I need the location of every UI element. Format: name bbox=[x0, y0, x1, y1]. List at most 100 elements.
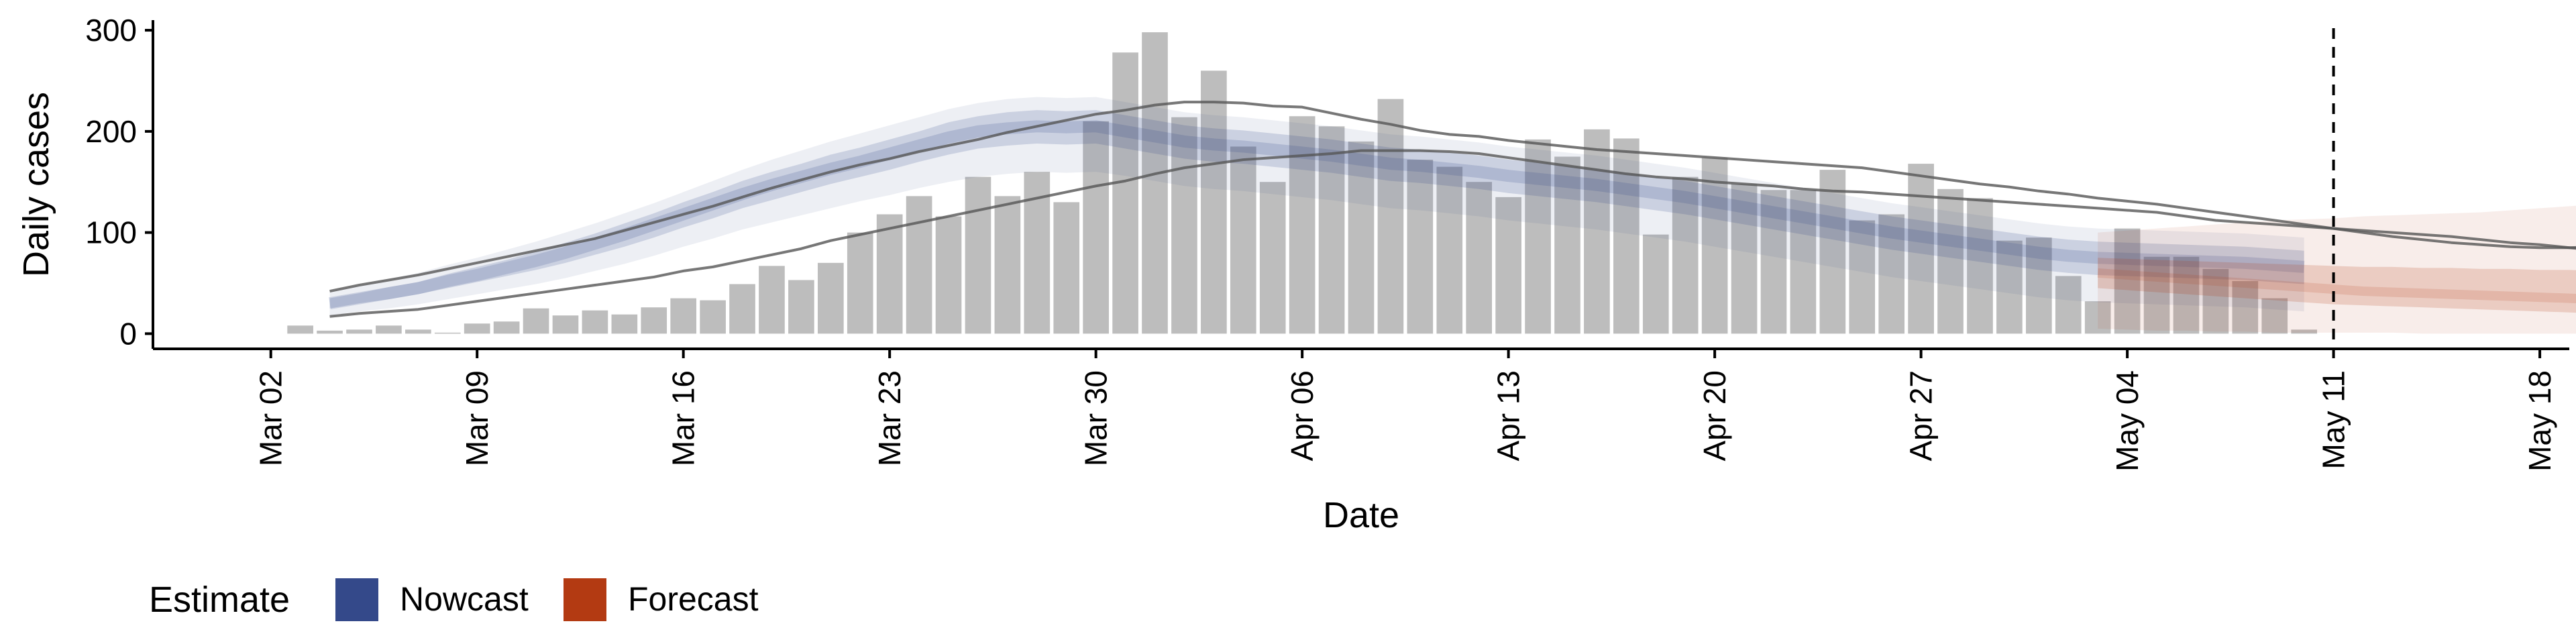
forecast-median-line bbox=[2097, 268, 2576, 303]
x-axis-title: Date bbox=[1323, 495, 1399, 535]
y-tick-label: 300 bbox=[85, 13, 137, 48]
bar-observed bbox=[434, 332, 461, 334]
bar-observed bbox=[582, 310, 608, 334]
legend-key-forecast bbox=[564, 578, 606, 621]
bar-observed bbox=[317, 330, 343, 334]
bar-observed bbox=[965, 176, 991, 334]
bar-observed bbox=[464, 323, 490, 334]
bar-observed bbox=[641, 307, 667, 334]
bar-observed bbox=[1407, 160, 1434, 334]
y-tick-label: 200 bbox=[85, 114, 137, 149]
bar-observed bbox=[876, 214, 903, 334]
bar-observed bbox=[1760, 190, 1787, 334]
bar-observed bbox=[1201, 70, 1227, 334]
x-axis: Mar 02 Mar 09 Mar 16 Mar 23 Mar 30 Apr 06 Apr … bbox=[153, 347, 2569, 472]
x-tick-label: May 18 bbox=[2522, 370, 2557, 472]
bar-observed bbox=[493, 321, 520, 334]
x-tick-label: Mar 23 bbox=[872, 370, 907, 466]
x-tick-label: Mar 02 bbox=[254, 370, 288, 466]
bar-observed bbox=[1318, 126, 1345, 334]
bar-observed bbox=[935, 216, 962, 334]
bar-observed bbox=[700, 300, 726, 334]
bar-observed bbox=[1996, 240, 2023, 334]
bar-observed bbox=[2202, 268, 2229, 334]
bar-observed bbox=[2261, 298, 2288, 334]
bar-observed bbox=[2025, 237, 2052, 334]
x-tick-label: Mar 16 bbox=[666, 370, 701, 466]
bar-observed bbox=[2084, 301, 2111, 334]
lower-estimate-line bbox=[329, 149, 2576, 318]
bar-observed bbox=[1053, 202, 1080, 334]
bar-observed bbox=[1377, 99, 1404, 334]
bar-observed bbox=[1230, 146, 1256, 334]
x-tick-label: Apr 20 bbox=[1697, 370, 1732, 462]
bar-observed bbox=[817, 262, 844, 334]
bar-observed bbox=[523, 308, 549, 334]
bar-observed bbox=[729, 284, 755, 334]
bar-observed bbox=[1289, 116, 1316, 334]
y-axis-title: Daily cases bbox=[16, 92, 56, 277]
x-tick-label: Apr 13 bbox=[1491, 370, 1526, 462]
bar-observed bbox=[1171, 117, 1197, 334]
bar-observed bbox=[1731, 184, 1758, 334]
bar-observed bbox=[1613, 138, 1640, 334]
bar-observed bbox=[1142, 32, 1168, 334]
legend-key-nowcast bbox=[335, 578, 378, 621]
bar-observed bbox=[1819, 170, 1846, 334]
bar-observed bbox=[2143, 256, 2170, 334]
x-tick-label: Mar 30 bbox=[1079, 370, 1114, 466]
bar-observed bbox=[759, 266, 785, 334]
x-tick-label: Apr 27 bbox=[1904, 370, 1939, 462]
bar-observed bbox=[1908, 164, 1934, 334]
bar-observed bbox=[670, 298, 697, 334]
upper-estimate-line bbox=[329, 101, 2576, 293]
bar-observed bbox=[1701, 158, 1728, 334]
forecast-inner-band bbox=[2098, 258, 2576, 313]
nowcast-inner-band bbox=[329, 110, 2304, 309]
bar-observed bbox=[1495, 197, 1521, 334]
legend-label-forecast: Forecast bbox=[628, 580, 759, 618]
bar-observed bbox=[1967, 198, 1993, 334]
bar-observed bbox=[346, 329, 372, 334]
bar-observed bbox=[1259, 182, 1286, 334]
bar-observed bbox=[1112, 52, 1138, 334]
bar-observed bbox=[1348, 141, 1375, 334]
y-tick-label: 0 bbox=[119, 316, 137, 351]
y-axis: 0 100 200 300 bbox=[85, 13, 154, 351]
bar-observed bbox=[1525, 139, 1551, 334]
bar-observed bbox=[847, 232, 873, 334]
bar-observed bbox=[1790, 190, 1817, 334]
bar-observed bbox=[1466, 182, 1493, 334]
bar-observed bbox=[1672, 176, 1699, 334]
bar-observed bbox=[1554, 156, 1580, 334]
legend-label-nowcast: Nowcast bbox=[400, 580, 529, 618]
x-tick-label: May 04 bbox=[2110, 370, 2145, 472]
legend: Estimate Nowcast Forecast bbox=[149, 578, 759, 621]
bar-observed bbox=[287, 325, 313, 334]
bar-observed bbox=[788, 280, 814, 334]
bar-observed bbox=[611, 314, 638, 334]
bar-observed bbox=[906, 196, 932, 334]
bar-observed bbox=[1937, 189, 1964, 334]
bar-observed bbox=[1878, 214, 1905, 334]
bar-observed bbox=[1436, 166, 1463, 334]
bar-observed bbox=[1849, 220, 1876, 334]
bar-observed bbox=[1642, 234, 1669, 334]
bar-observed bbox=[376, 325, 402, 334]
bar-observed bbox=[552, 315, 579, 334]
bar-observed bbox=[2055, 276, 2082, 334]
bar-observed bbox=[994, 196, 1021, 334]
nowcast-outer-band bbox=[329, 97, 2304, 316]
x-tick-label: Apr 06 bbox=[1285, 370, 1320, 462]
bar-observed bbox=[2232, 280, 2259, 334]
bar-observed bbox=[1584, 129, 1610, 334]
x-tick-label: Mar 09 bbox=[460, 370, 494, 466]
bar-observed bbox=[2173, 256, 2200, 334]
x-tick-label: May 11 bbox=[2316, 370, 2351, 469]
plot-area bbox=[287, 28, 2576, 349]
bar-observed bbox=[2114, 228, 2141, 334]
bar-observed bbox=[405, 329, 431, 334]
bar-observed bbox=[1083, 121, 1109, 334]
y-tick-label: 100 bbox=[85, 215, 137, 250]
